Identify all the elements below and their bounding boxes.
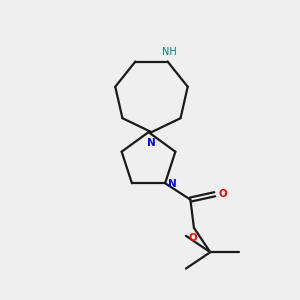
Text: N: N — [168, 179, 177, 189]
Text: NH: NH — [162, 47, 176, 57]
Text: O: O — [188, 233, 197, 243]
Text: N: N — [146, 137, 155, 148]
Text: O: O — [219, 189, 227, 199]
